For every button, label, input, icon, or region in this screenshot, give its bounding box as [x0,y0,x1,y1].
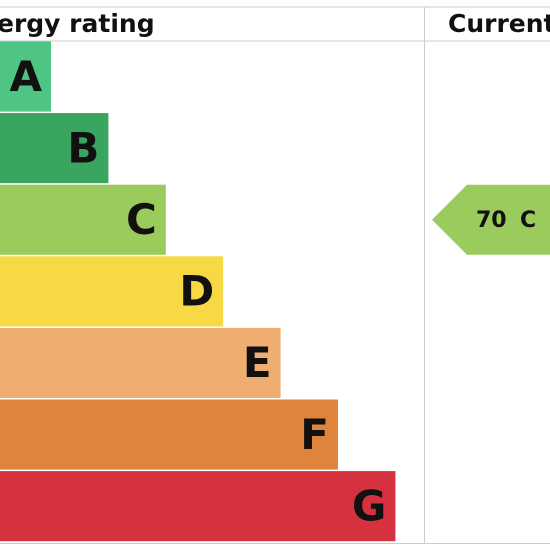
band-letter: E [243,338,272,387]
current-arrow [432,184,550,255]
band-bar [0,184,166,255]
band-bar [0,399,338,470]
band-bar [0,113,109,184]
band-bar [0,327,281,398]
band-letter: B [67,123,99,172]
band-bar [0,256,224,327]
band-letter: G [352,481,386,530]
current-value: 70 [476,208,507,233]
band-letter: A [9,52,42,101]
band-letter: F [300,410,329,459]
band-bar [0,471,396,542]
rating-title: ergy rating [0,9,155,38]
current-title: Current [448,9,550,38]
current-rating: 70 C [432,184,550,255]
band-bar [0,41,51,112]
current-band: C [520,208,536,233]
band-letter: C [126,195,157,244]
band-letter: D [179,267,214,316]
